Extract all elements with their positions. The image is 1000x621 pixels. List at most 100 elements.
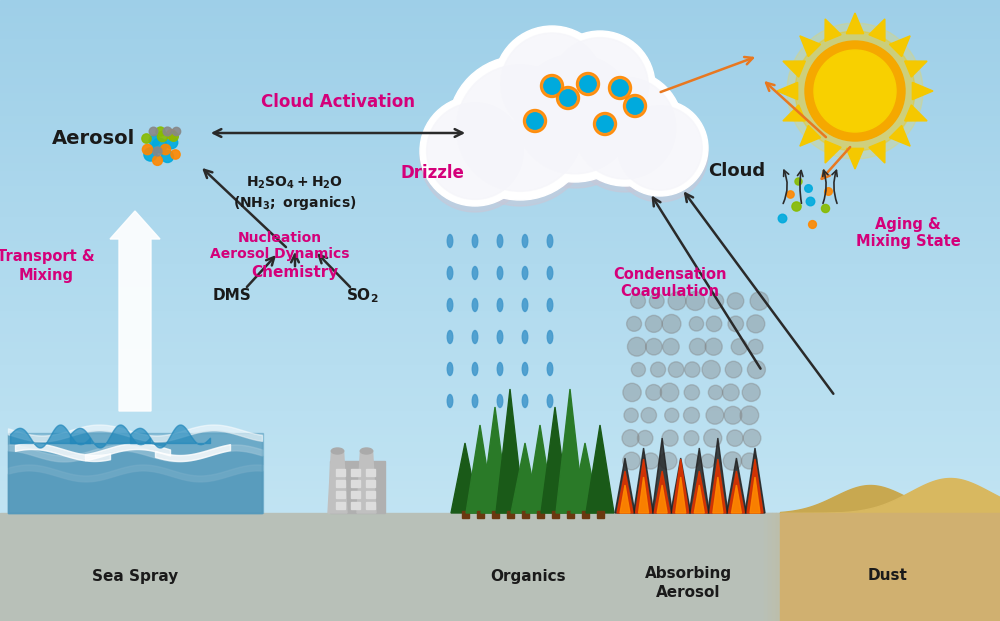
Circle shape — [805, 41, 905, 141]
Bar — [0, 458, 1000, 466]
Circle shape — [659, 452, 677, 469]
Polygon shape — [617, 471, 633, 513]
Bar — [780, 513, 784, 621]
Circle shape — [662, 314, 681, 333]
Text: $\mathregular{SO_2}$: $\mathregular{SO_2}$ — [346, 287, 378, 306]
Bar — [836, 513, 840, 621]
Polygon shape — [750, 477, 760, 513]
Polygon shape — [586, 425, 614, 513]
Circle shape — [689, 338, 706, 355]
Circle shape — [645, 315, 662, 332]
Polygon shape — [673, 459, 689, 513]
Circle shape — [427, 102, 523, 199]
Bar — [507, 511, 514, 518]
Circle shape — [524, 109, 546, 132]
Bar — [0, 186, 1000, 194]
Circle shape — [651, 362, 666, 377]
Bar — [596, 511, 604, 518]
Bar — [0, 54, 1000, 62]
Bar — [351, 480, 360, 487]
Circle shape — [623, 383, 641, 402]
Bar — [0, 411, 1000, 419]
Circle shape — [515, 54, 635, 174]
Bar — [812, 513, 816, 621]
Circle shape — [740, 406, 759, 425]
Bar — [0, 0, 1000, 8]
Bar — [0, 373, 1000, 380]
Circle shape — [501, 33, 603, 135]
Ellipse shape — [472, 266, 478, 279]
Bar — [0, 350, 1000, 357]
Bar — [0, 132, 1000, 140]
Polygon shape — [846, 13, 864, 34]
Point — [157, 144, 173, 154]
Circle shape — [494, 32, 610, 148]
Bar — [351, 491, 360, 498]
Polygon shape — [825, 19, 841, 42]
Ellipse shape — [497, 299, 503, 312]
Circle shape — [704, 429, 722, 447]
Point — [163, 137, 179, 147]
Polygon shape — [777, 83, 798, 99]
Circle shape — [728, 316, 744, 332]
Bar — [0, 380, 1000, 388]
Polygon shape — [713, 477, 723, 513]
Ellipse shape — [497, 266, 503, 279]
Circle shape — [722, 384, 739, 401]
Bar — [808, 513, 812, 621]
Polygon shape — [691, 471, 707, 513]
Ellipse shape — [360, 448, 373, 454]
Circle shape — [545, 37, 655, 147]
Ellipse shape — [547, 235, 553, 248]
Bar — [804, 513, 808, 621]
Circle shape — [507, 46, 643, 182]
Polygon shape — [869, 141, 885, 163]
Circle shape — [649, 294, 664, 309]
Circle shape — [795, 31, 915, 151]
Bar — [0, 466, 1000, 474]
Point — [804, 219, 820, 229]
Text: Chemistry: Chemistry — [251, 266, 339, 281]
Bar — [0, 248, 1000, 256]
Bar — [336, 480, 345, 487]
Polygon shape — [634, 448, 654, 513]
Bar — [0, 303, 1000, 310]
Circle shape — [727, 430, 743, 446]
Polygon shape — [728, 471, 744, 513]
Bar — [0, 520, 1000, 528]
Circle shape — [560, 90, 576, 106]
Polygon shape — [731, 485, 741, 513]
Bar — [0, 334, 1000, 342]
Point — [149, 146, 165, 156]
Bar — [0, 427, 1000, 435]
Circle shape — [787, 23, 923, 159]
Bar — [0, 505, 1000, 512]
Bar — [0, 233, 1000, 240]
Bar — [0, 147, 1000, 155]
Polygon shape — [889, 36, 910, 57]
Polygon shape — [636, 459, 652, 513]
Polygon shape — [657, 485, 667, 513]
Ellipse shape — [522, 330, 528, 343]
Text: $\mathregular{H_2SO_4 + H_2O}$: $\mathregular{H_2SO_4 + H_2O}$ — [246, 175, 344, 191]
Circle shape — [594, 112, 616, 135]
Bar — [0, 419, 1000, 427]
Bar — [816, 513, 820, 621]
Bar — [0, 597, 1000, 605]
Ellipse shape — [447, 394, 453, 407]
Ellipse shape — [522, 235, 528, 248]
Bar — [0, 240, 1000, 248]
Circle shape — [706, 406, 724, 424]
Ellipse shape — [447, 266, 453, 279]
Bar — [0, 512, 1000, 520]
Bar — [764, 513, 768, 621]
Point — [163, 129, 179, 138]
Bar — [0, 497, 1000, 504]
Text: Cloud: Cloud — [708, 162, 765, 180]
Circle shape — [544, 78, 560, 94]
Polygon shape — [481, 407, 509, 513]
Ellipse shape — [547, 299, 553, 312]
Bar — [0, 140, 1000, 148]
Point — [167, 150, 183, 160]
Bar — [351, 469, 360, 476]
